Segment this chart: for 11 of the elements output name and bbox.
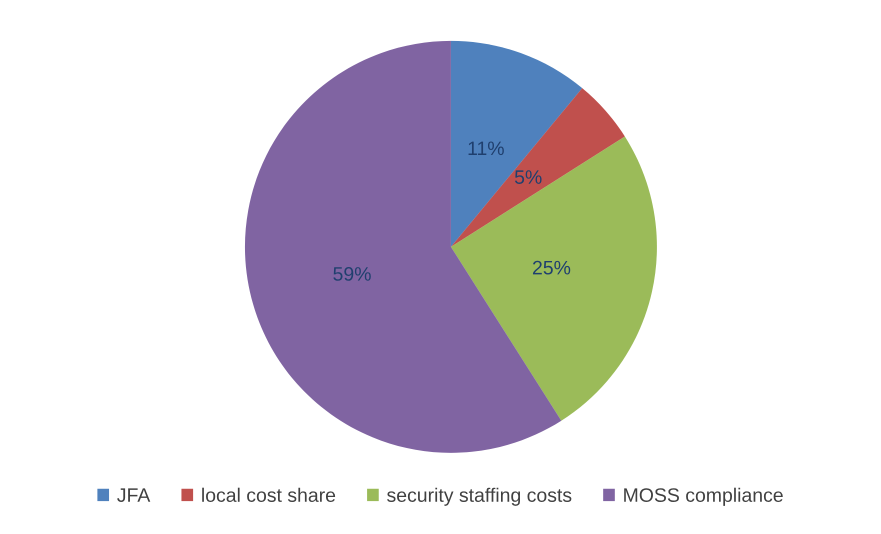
data-label: 59%	[333, 267, 371, 281]
pie-slice	[450, 40, 582, 247]
legend-label: MOSS compliance	[624, 488, 783, 506]
data-label: 25%	[532, 260, 570, 275]
pie-slice	[450, 88, 625, 247]
data-label: 11%	[468, 141, 504, 156]
pie-slice	[450, 136, 657, 421]
legend-label: security staffing costs	[387, 488, 572, 506]
legend-label: JFA	[117, 488, 150, 502]
data-label: 5%	[514, 170, 542, 184]
legend-label: local cost share	[202, 488, 336, 502]
